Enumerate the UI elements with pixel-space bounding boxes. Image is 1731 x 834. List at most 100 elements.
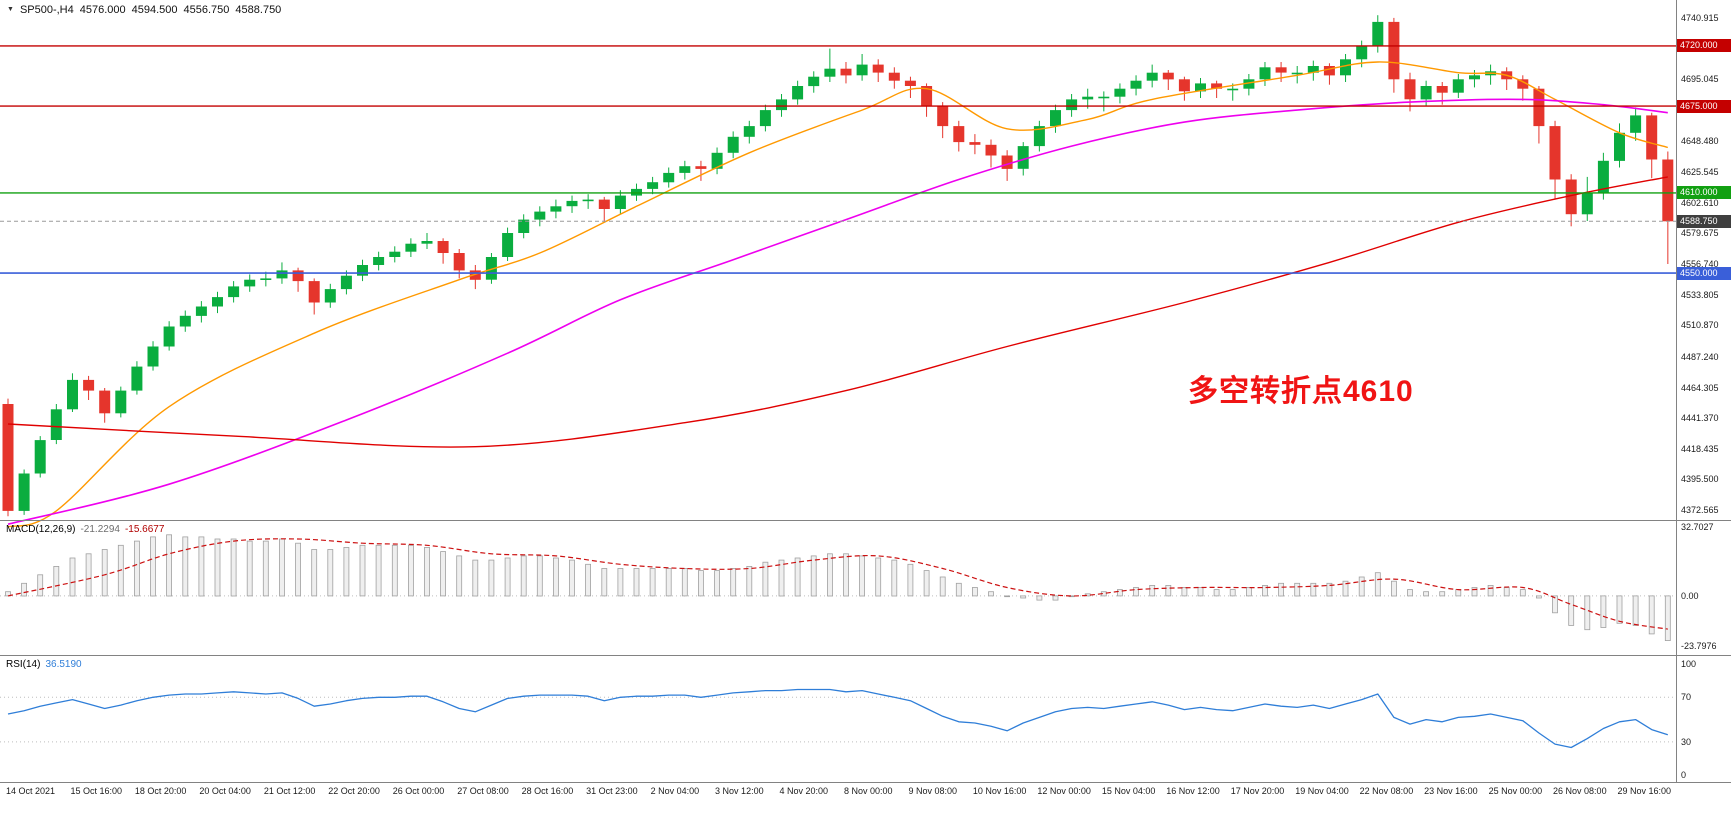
candle-body: [1388, 21, 1400, 80]
candle-body: [147, 346, 159, 367]
macd-histogram-bar: [617, 568, 624, 597]
candle-body: [1646, 115, 1658, 160]
time-axis-label: 23 Nov 16:00: [1424, 786, 1478, 796]
macd-histogram-bar: [601, 568, 608, 597]
macd-histogram-bar: [1664, 595, 1671, 642]
macd-histogram-bar: [827, 553, 833, 597]
macd-histogram-bar: [327, 549, 334, 597]
time-axis-label: 21 Oct 12:00: [263, 786, 316, 796]
macd-histogram-bar: [1294, 582, 1301, 597]
candle-body: [67, 379, 78, 410]
symbol-marker-icon[interactable]: ▼: [7, 6, 14, 13]
macd-histogram-bar: [1568, 595, 1575, 626]
candle-body: [953, 126, 965, 143]
candle-body: [324, 289, 336, 303]
macd-histogram-bar: [85, 553, 92, 597]
candle-body: [276, 270, 288, 279]
symbol-period-label: SP500-,H4: [19, 4, 74, 16]
price-level-badge: 4675.000: [1677, 99, 1731, 113]
macd-histogram-bar: [1036, 595, 1043, 601]
price-axis-label: 4464.305: [1681, 382, 1719, 393]
time-axis-label: 15 Oct 16:00: [70, 786, 122, 796]
candle-body: [566, 200, 578, 207]
macd-histogram-bar: [875, 557, 882, 597]
time-axis-label: 28 Oct 16:00: [521, 786, 574, 796]
time-axis-label: 20 Oct 04:00: [199, 786, 251, 796]
candle-body: [244, 279, 256, 287]
macd-histogram-bar: [1262, 585, 1268, 597]
price-axis-label: 4510.870: [1681, 320, 1719, 331]
candle-body: [969, 142, 981, 145]
macd-indicator-label: MACD(12,26,9) -21.2294 -15.6677: [6, 524, 169, 535]
candle-body: [1033, 126, 1045, 147]
candle-body: [1227, 88, 1239, 91]
macd-histogram-bar: [456, 555, 463, 597]
macd-signal-value: -15.6677: [124, 524, 165, 535]
macd-histogram-bar: [907, 563, 914, 597]
candle-body: [405, 243, 417, 252]
candle-body: [921, 86, 933, 106]
candle-body: [1452, 79, 1464, 93]
candle-body: [1146, 72, 1158, 81]
macd-histogram-bar: [1213, 589, 1220, 597]
candle-body: [437, 241, 449, 253]
price-axis-label: 4556.740: [1681, 259, 1719, 270]
macd-histogram-bar: [391, 544, 398, 597]
candle-body: [1356, 45, 1368, 60]
candle-body: [373, 257, 385, 265]
candle-body: [1469, 75, 1480, 80]
macd-histogram-bar: [472, 559, 479, 597]
candle-body: [421, 241, 433, 244]
ma-line-slow: [7, 176, 1668, 448]
candle-body: [115, 390, 127, 414]
macd-histogram-bar: [972, 587, 978, 597]
candle-body: [502, 233, 514, 257]
macd-histogram-bar: [843, 553, 849, 597]
macd-histogram-bar: [1471, 587, 1478, 597]
candle-body: [1050, 110, 1061, 127]
candle-body: [647, 182, 659, 189]
macd-histogram-bar: [1326, 582, 1333, 597]
candle-body: [195, 306, 207, 316]
candle-body: [308, 281, 320, 303]
candle-body: [1291, 72, 1303, 75]
candle-body: [1420, 86, 1432, 100]
candle-body: [776, 99, 787, 111]
rsi-line: [7, 688, 1668, 749]
candle-body: [711, 152, 723, 169]
time-axis-label: 10 Nov 16:00: [972, 786, 1027, 796]
candle-body: [1597, 160, 1609, 193]
price-axis-label: 4740.915: [1681, 13, 1719, 23]
candle-body: [1565, 179, 1577, 215]
candle-body: [1195, 83, 1206, 92]
time-axis-label: 12 Nov 00:00: [1037, 786, 1091, 796]
candle-body: [1130, 80, 1142, 89]
macd-histogram-bar: [794, 557, 801, 597]
candle-body: [50, 409, 62, 440]
price-axis-label: 4487.240: [1681, 351, 1719, 362]
candle-body: [1066, 99, 1078, 111]
ohlc-low-value: 4556.750: [183, 4, 230, 16]
rsi-axis-label: 100: [1681, 658, 1697, 669]
ohlc-open-value: 4576.000: [79, 4, 126, 16]
price-axis-label: 4579.675: [1681, 228, 1719, 239]
candle-body: [1436, 86, 1448, 93]
macd-histogram-bar: [1552, 595, 1558, 614]
rsi-axis-label: 0: [1681, 770, 1687, 781]
macd-histogram-bar: [536, 555, 543, 597]
candle-body: [743, 126, 755, 137]
macd-axis-label: 0.00: [1681, 590, 1699, 601]
ma-line-fast: [7, 61, 1669, 528]
macd-histogram-bar: [553, 557, 559, 597]
ohlc-high-value: 4594.500: [131, 4, 178, 16]
macd-histogram-bar: [1149, 585, 1156, 597]
candle-body: [1082, 96, 1094, 100]
macd-histogram-bar: [1455, 589, 1462, 597]
macd-histogram-bar: [1503, 587, 1510, 597]
time-axis-label: 15 Nov 04:00: [1101, 786, 1156, 796]
candle-body: [872, 64, 884, 73]
annotation-text[interactable]: 多空转折点4610: [1188, 375, 1414, 408]
macd-histogram-bar: [21, 582, 28, 597]
price-axis-label: 4395.500: [1681, 474, 1719, 485]
